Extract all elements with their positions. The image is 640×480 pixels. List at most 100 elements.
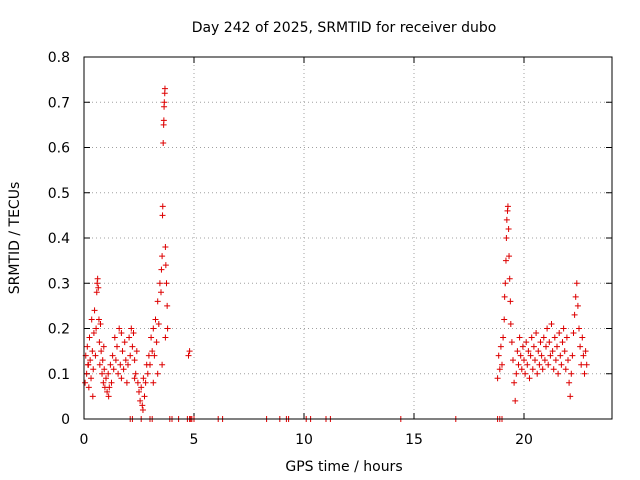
data-point [101, 366, 108, 373]
data-point [534, 370, 541, 377]
data-point [85, 384, 92, 391]
data-point [164, 325, 171, 332]
data-point [117, 361, 124, 368]
data-point [164, 302, 171, 309]
data-point [82, 379, 89, 386]
data-point [119, 348, 126, 355]
data-point [90, 330, 97, 337]
data-point [502, 257, 509, 264]
y-tick-label: 0 [61, 412, 70, 428]
data-point [91, 307, 98, 314]
x-tick-label: 10 [295, 432, 313, 448]
data-point [154, 298, 161, 305]
data-point [570, 330, 577, 337]
x-axis-label: GPS time / hours [285, 459, 402, 475]
data-point [160, 139, 167, 146]
y-tick-label: 0.3 [48, 276, 70, 292]
data-point [115, 370, 122, 377]
data-point [566, 379, 573, 386]
data-point [572, 293, 579, 300]
data-point [506, 253, 513, 260]
data-point [535, 348, 542, 355]
data-point [137, 397, 144, 404]
data-point [582, 348, 589, 355]
data-point [538, 352, 545, 359]
data-point [133, 348, 140, 355]
data-point [549, 348, 556, 355]
data-point [109, 352, 116, 359]
data-point [506, 275, 513, 282]
data-point [545, 361, 552, 368]
data-point [163, 280, 170, 287]
data-point [100, 379, 107, 386]
data-point [160, 117, 167, 124]
data-point [94, 275, 101, 282]
data-point [581, 370, 588, 377]
data-point [533, 330, 540, 337]
data-point [159, 212, 166, 219]
data-point [139, 406, 146, 413]
data-point [514, 348, 521, 355]
data-point [529, 366, 536, 373]
data-point [139, 402, 146, 409]
data-point [530, 343, 537, 350]
data-point [499, 361, 505, 368]
data-point [150, 325, 157, 332]
data-point [562, 366, 569, 373]
data-point [151, 352, 158, 359]
data-point [123, 379, 130, 386]
y-tick-label: 0.7 [48, 95, 70, 111]
data-point [93, 289, 100, 296]
data-point [505, 225, 512, 232]
data-point [518, 366, 525, 373]
data-point [550, 366, 557, 373]
data-point [552, 357, 559, 364]
data-point [523, 339, 530, 346]
data-point [127, 352, 134, 359]
data-point [92, 352, 99, 359]
y-tick-label: 0.8 [48, 50, 70, 66]
x-tick-label: 5 [190, 432, 199, 448]
data-point [576, 325, 582, 332]
data-point [501, 316, 508, 323]
data-point [87, 357, 94, 364]
data-point [574, 302, 581, 309]
data-point [583, 361, 590, 368]
y-tick-label: 0.2 [48, 322, 70, 338]
data-point [136, 388, 142, 395]
data-point [565, 357, 571, 364]
data-point [524, 361, 531, 368]
data-point [112, 357, 119, 364]
data-point [140, 375, 147, 382]
data-point [555, 370, 562, 377]
data-point [571, 311, 578, 318]
data-point [96, 339, 103, 346]
data-point [159, 253, 166, 260]
data-point [103, 375, 109, 382]
data-point [185, 352, 192, 359]
data-point [84, 343, 91, 350]
x-tick-label: 0 [80, 432, 89, 448]
data-point [532, 357, 538, 364]
data-point [543, 343, 549, 350]
data-point [149, 348, 156, 355]
data-point [128, 325, 135, 332]
data-point [536, 361, 543, 368]
data-point [131, 375, 138, 382]
data-point [97, 320, 104, 327]
data-point [497, 343, 504, 350]
data-point [158, 289, 164, 296]
data-point [111, 334, 118, 341]
data-point [86, 334, 93, 341]
data-point [161, 85, 168, 92]
data-point [528, 334, 535, 341]
data-point [153, 339, 160, 346]
data-point [107, 361, 114, 368]
data-point [503, 216, 510, 223]
data-point [114, 343, 120, 350]
plot-frame [83, 56, 613, 420]
data-point [494, 375, 501, 382]
data-point [148, 334, 155, 341]
